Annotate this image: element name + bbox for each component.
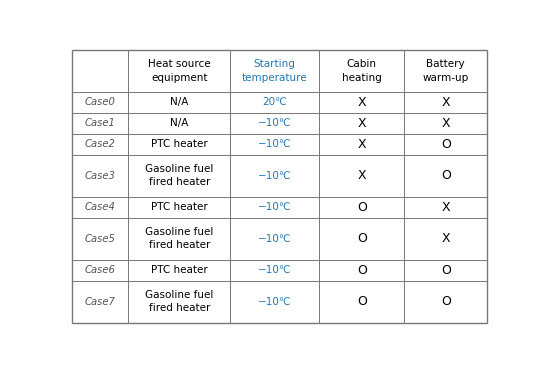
Text: X: X <box>358 169 366 182</box>
Text: X: X <box>358 138 366 151</box>
Text: O: O <box>357 232 367 245</box>
Text: Case6: Case6 <box>85 265 116 275</box>
Text: X: X <box>441 96 450 109</box>
Text: PTC heater: PTC heater <box>151 139 207 149</box>
Text: Gasoline fuel
fired heater: Gasoline fuel fired heater <box>145 290 213 313</box>
Text: X: X <box>441 201 450 214</box>
Text: −10℃: −10℃ <box>258 118 292 128</box>
Text: X: X <box>441 232 450 245</box>
Text: O: O <box>441 138 450 151</box>
Text: O: O <box>441 295 450 308</box>
Text: N/A: N/A <box>170 97 188 107</box>
Text: −10℃: −10℃ <box>258 139 292 149</box>
Text: Case2: Case2 <box>85 139 116 149</box>
Text: Cabin
heating: Cabin heating <box>342 59 382 83</box>
Text: Case7: Case7 <box>85 297 116 307</box>
Text: Case5: Case5 <box>85 234 116 244</box>
Text: Case1: Case1 <box>85 118 116 128</box>
Text: O: O <box>357 295 367 308</box>
Text: PTC heater: PTC heater <box>151 265 207 275</box>
Text: PTC heater: PTC heater <box>151 202 207 212</box>
Text: O: O <box>357 264 367 277</box>
Text: −10℃: −10℃ <box>258 234 292 244</box>
Text: Gasoline fuel
fired heater: Gasoline fuel fired heater <box>145 227 213 251</box>
Text: Heat source
equipment: Heat source equipment <box>148 59 211 83</box>
Text: 20℃: 20℃ <box>262 97 287 107</box>
Text: −10℃: −10℃ <box>258 265 292 275</box>
Text: Case0: Case0 <box>85 97 116 107</box>
Text: N/A: N/A <box>170 118 188 128</box>
Text: −10℃: −10℃ <box>258 202 292 212</box>
Text: X: X <box>358 117 366 130</box>
Text: O: O <box>441 264 450 277</box>
Text: Gasoline fuel
fired heater: Gasoline fuel fired heater <box>145 164 213 187</box>
Text: Case4: Case4 <box>85 202 116 212</box>
Text: −10℃: −10℃ <box>258 297 292 307</box>
Text: X: X <box>441 117 450 130</box>
Text: O: O <box>357 201 367 214</box>
Text: Battery
warm-up: Battery warm-up <box>423 59 469 83</box>
Text: O: O <box>441 169 450 182</box>
Text: Case3: Case3 <box>85 171 116 181</box>
Text: −10℃: −10℃ <box>258 171 292 181</box>
Text: Starting
temperature: Starting temperature <box>242 59 307 83</box>
Text: X: X <box>358 96 366 109</box>
